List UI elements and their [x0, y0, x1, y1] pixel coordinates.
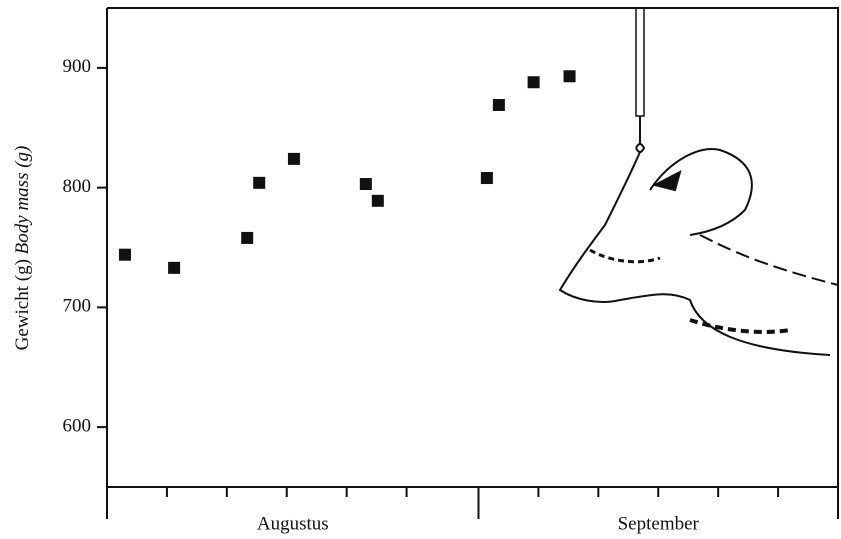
data-point	[168, 262, 180, 274]
month-label: September	[618, 513, 700, 534]
page: Gewicht (g) Body mass (g) 600 700 800 900 Au…	[0, 0, 841, 539]
y-label-english: Body mass (g)	[12, 146, 33, 255]
data-point	[253, 177, 265, 189]
data-point	[528, 76, 540, 88]
data-point	[360, 178, 372, 190]
y-tick-label: 900	[63, 56, 92, 77]
y-tick-label: 700	[63, 296, 92, 317]
month-label: Augustus	[257, 513, 329, 534]
data-point	[119, 249, 131, 261]
data-point	[564, 70, 576, 82]
frame	[107, 8, 838, 487]
data-point	[493, 99, 505, 111]
bird-illustration	[560, 8, 838, 355]
y-axis-label: Gewicht (g) Body mass (g)	[12, 146, 33, 351]
y-tick-label: 800	[63, 176, 92, 197]
data-point	[372, 195, 384, 207]
chart: Gewicht (g) Body mass (g) 600 700 800 900 Au…	[0, 0, 841, 539]
y-tick-label: 600	[63, 415, 92, 436]
data-point	[241, 232, 253, 244]
data-point	[288, 153, 300, 165]
y-label-dutch: Gewicht (g)	[12, 259, 33, 350]
data-point	[481, 172, 493, 184]
